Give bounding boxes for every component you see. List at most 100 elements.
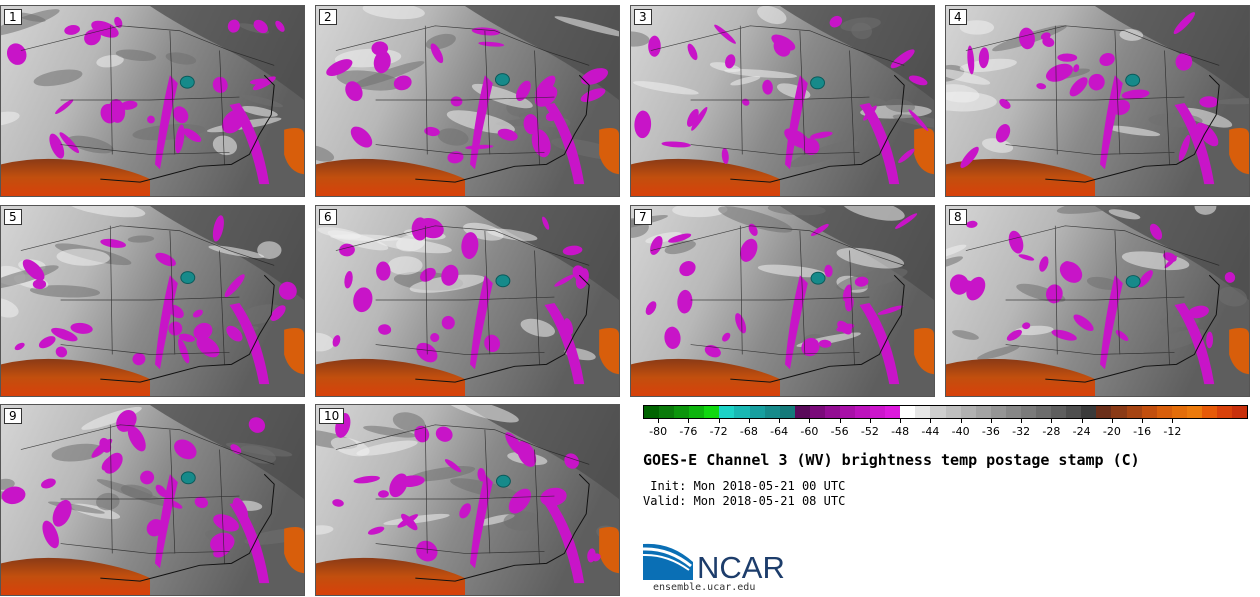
- moisture-band: [469, 275, 493, 370]
- wv-streak: [437, 128, 469, 146]
- member-panel: 5: [0, 205, 305, 397]
- moisture-band: [229, 102, 270, 185]
- init-time: Init: Mon 2018-05-21 00 UTC: [643, 479, 846, 493]
- wv-streak: [1194, 206, 1217, 215]
- moisture-blob: [1045, 63, 1073, 82]
- moisture-blob: [64, 24, 80, 35]
- warm-region-southwest: [1, 557, 151, 595]
- moisture-blob: [212, 215, 224, 242]
- moisture-blob: [829, 15, 843, 28]
- wv-streak: [767, 206, 826, 216]
- wv-streak: [363, 425, 416, 438]
- convective-core: [495, 474, 511, 488]
- colorbar-tick-mark: [869, 419, 871, 423]
- colorbar-segment: [794, 406, 810, 418]
- colorbar-tick-label: -20: [1102, 425, 1121, 438]
- member-label: 8: [949, 209, 967, 225]
- moisture-blob: [193, 322, 213, 340]
- colorbar-segment: [824, 406, 841, 418]
- state-borders: [650, 25, 905, 165]
- wv-map: [316, 6, 619, 196]
- moisture-blob: [725, 54, 736, 69]
- coastline: [100, 274, 275, 383]
- convective-core: [1125, 275, 1141, 288]
- colorbar-tick-label: -68: [739, 425, 758, 438]
- colorbar-tick-label: -24: [1072, 425, 1091, 438]
- ncar-logo-mark: [643, 543, 693, 580]
- moisture-blob: [393, 75, 412, 91]
- moisture-blob: [545, 112, 557, 122]
- colorbar-segment: [870, 406, 886, 418]
- moisture-band: [154, 474, 178, 569]
- moisture-blob: [1224, 272, 1236, 283]
- colorbar-tick-label: -72: [709, 425, 728, 438]
- convective-core: [180, 471, 196, 485]
- moisture-blob: [1039, 256, 1049, 272]
- colorbar-segment: [900, 406, 916, 418]
- moisture-blob: [173, 106, 189, 124]
- moisture-blob: [1036, 83, 1047, 90]
- convective-core: [494, 73, 510, 87]
- moisture-blob: [350, 126, 373, 148]
- moisture-blob: [213, 544, 231, 558]
- colorbar-segment: [704, 406, 720, 418]
- convective-core: [180, 271, 196, 285]
- colorbar-tick-label: -64: [770, 425, 789, 438]
- wv-streak: [854, 94, 888, 105]
- warm-region-atlantic: [914, 328, 934, 375]
- moisture-blob: [645, 301, 657, 315]
- moisture-blob: [668, 233, 692, 243]
- moisture-band: [1099, 75, 1123, 170]
- colorbar-tick-mark: [688, 419, 690, 423]
- warm-region-atlantic: [1229, 128, 1249, 175]
- wv-streak: [387, 256, 423, 275]
- moisture-blob: [580, 88, 606, 102]
- moisture-blob: [1073, 64, 1080, 73]
- wv-streak: [1217, 286, 1248, 307]
- moisture-blob: [967, 45, 975, 75]
- colorbar-tick-label: -16: [1133, 425, 1152, 438]
- coastline: [415, 74, 590, 183]
- moisture-band: [544, 501, 585, 584]
- wv-streak: [1, 297, 19, 318]
- colorbar-tick-mark: [658, 419, 660, 423]
- moisture-band: [859, 102, 900, 185]
- wv-streak: [392, 412, 426, 432]
- moisture-blob: [564, 318, 574, 335]
- wv-map: [631, 206, 934, 396]
- moisture-blob: [155, 252, 176, 267]
- wv-streak: [946, 68, 991, 85]
- wv-streak: [356, 440, 418, 456]
- moisture-blob: [1188, 305, 1209, 319]
- moisture-blob: [332, 499, 344, 507]
- moisture-blob: [32, 279, 47, 290]
- colorbar-tick-label: -32: [1012, 425, 1031, 438]
- moisture-blob: [908, 109, 929, 131]
- wv-streak: [977, 345, 1020, 360]
- moisture-blob: [508, 488, 532, 514]
- moisture-blob: [224, 274, 245, 298]
- moisture-blob: [213, 514, 239, 532]
- moisture-blob: [345, 81, 363, 102]
- member-label: 2: [319, 9, 337, 25]
- dry-region: [780, 6, 934, 101]
- state-borders: [20, 25, 275, 165]
- colorbar-segment: [719, 406, 735, 418]
- wv-streak: [383, 513, 450, 526]
- moisture-blob: [1173, 12, 1196, 35]
- moisture-band: [1174, 102, 1215, 185]
- moisture-blob: [1045, 284, 1063, 304]
- wv-streak: [836, 247, 905, 269]
- warm-region-atlantic: [599, 527, 619, 574]
- colorbar-segment: [915, 406, 931, 418]
- dry-region: [1095, 6, 1249, 101]
- coastline: [415, 473, 590, 582]
- moisture-blob: [687, 108, 699, 127]
- warm-region-southwest: [316, 158, 466, 196]
- colorbar-tick-mark: [809, 419, 811, 423]
- colorbar-segment: [885, 406, 901, 418]
- moisture-blob: [232, 497, 249, 522]
- moisture-blob: [194, 496, 209, 509]
- plot-title: GOES-E Channel 3 (WV) brightness temp po…: [643, 451, 1140, 469]
- colorbar-tick-label: -36: [981, 425, 1000, 438]
